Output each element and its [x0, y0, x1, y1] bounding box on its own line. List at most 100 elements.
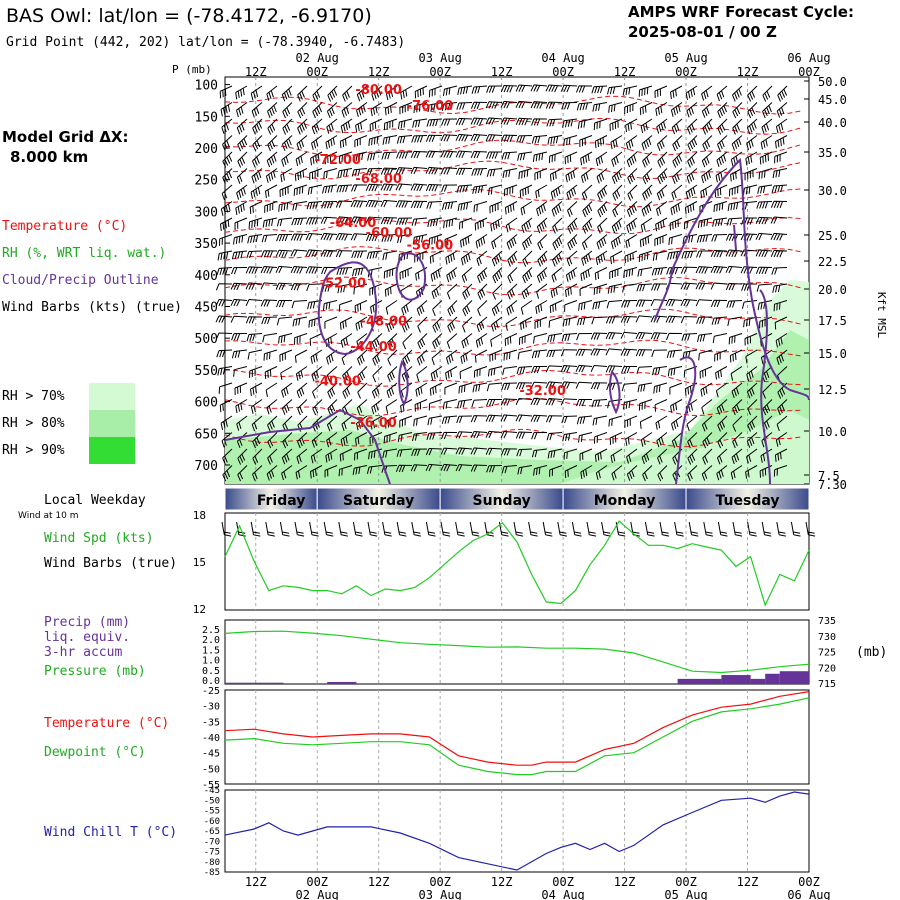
surface-wind-barb: [265, 521, 275, 537]
rh-70-label: RH > 70%: [2, 389, 65, 404]
wind-barb: [641, 135, 653, 151]
temperature-contour-label: -76.00: [407, 99, 454, 114]
wind-barb: [521, 283, 533, 300]
wind-barb: [382, 135, 398, 145]
wind-barb: [230, 315, 248, 323]
wind-barb: [236, 102, 248, 118]
wind-barb: [366, 168, 383, 176]
wind-barb: [295, 366, 308, 381]
wind-barb: [607, 85, 623, 95]
wind-barb: [670, 201, 683, 216]
legend-temperature: Temperature (°C): [2, 219, 127, 234]
wind-barb: [221, 432, 233, 448]
wind-barb: [635, 349, 653, 357]
wind-barb: [519, 184, 533, 198]
rh-80-swatch: [89, 410, 135, 437]
wind-barb: [470, 150, 488, 159]
temperature-contour-label: -44.00: [350, 340, 397, 355]
wind-barb: [215, 332, 233, 340]
wind-barb: [549, 465, 563, 477]
wind-barb: [591, 316, 608, 325]
wind-barb: [231, 333, 248, 341]
wind-barb: [716, 85, 728, 102]
wind-barb: [758, 168, 773, 180]
wind-barb: [715, 168, 728, 183]
windchill-tick-label: -50: [204, 796, 220, 806]
wind-barb: [485, 117, 503, 125]
wind-barb: [395, 464, 413, 473]
temperature-contour: [224, 246, 802, 264]
wind-barb: [455, 167, 473, 175]
wind-barb: [605, 365, 623, 373]
wind-barb: [351, 168, 368, 177]
wind-barb: [280, 168, 293, 183]
pressure-tick-label: 725: [818, 648, 836, 659]
wind-barb: [492, 283, 503, 300]
wind-barb: [326, 432, 338, 448]
wind-barb: [267, 415, 278, 432]
wind-barb: [341, 102, 353, 118]
wind-barb: [545, 101, 563, 109]
kft-tick-label: 40.0: [818, 116, 847, 130]
wind-barb: [371, 382, 383, 399]
wind-barb: [531, 448, 548, 458]
wind-barb: [410, 464, 428, 472]
wind-barb: [355, 432, 368, 446]
wind-barb: [606, 382, 623, 391]
wind-barb: [740, 266, 758, 274]
wind-barb: [440, 134, 458, 142]
wind-barb: [731, 448, 743, 465]
temperature-contour-label: -60.00: [366, 226, 413, 241]
pressure-unit-label: (mb): [856, 645, 887, 660]
wind-barb: [501, 151, 518, 160]
weekday-label: Monday: [594, 493, 656, 509]
wind-barb: [576, 102, 593, 111]
station-title: BAS Owl: lat/lon = (-78.4172, -6.9170): [6, 5, 372, 27]
wind-barb: [293, 184, 308, 196]
wind-barb: [417, 316, 428, 333]
surface-wind-barb: [469, 521, 480, 537]
wind-barb: [486, 465, 503, 473]
rh-area: [560, 410, 809, 484]
model-grid-label: Model Grid ΔX:: [2, 128, 129, 146]
wind-barb: [717, 118, 728, 135]
wind-barb: [230, 298, 248, 307]
wind-barb: [262, 333, 278, 343]
wind-barb: [261, 316, 278, 325]
wind-barb: [515, 84, 533, 93]
wind-barb: [715, 382, 728, 398]
surface-wind-barb: [571, 521, 582, 537]
wind-barb: [441, 415, 458, 425]
wind-barb: [382, 250, 398, 261]
wind-barb: [565, 168, 578, 183]
wind-barb-field: [215, 84, 788, 482]
wind-barb: [425, 448, 443, 456]
wind-barb: [576, 399, 592, 407]
wind-barb: [697, 333, 713, 343]
surface-wind-barb: [455, 521, 465, 537]
wind-barb: [311, 118, 323, 135]
wind-barb: [387, 366, 398, 383]
wind-barb: [415, 382, 428, 397]
wind-barb: [485, 134, 503, 142]
wind-barb: [622, 85, 638, 96]
wind-barb: [456, 415, 473, 424]
wind-barb: [582, 201, 593, 218]
wind-barb: [665, 315, 683, 324]
wind-barb: [670, 102, 683, 117]
cloud-outline: [654, 157, 810, 401]
wind-barb: [427, 415, 443, 426]
wind-barb: [486, 151, 502, 159]
wind-barb: [386, 316, 398, 333]
wind-barb: [278, 201, 293, 212]
wind-barb: [251, 168, 263, 184]
bottom-date-label: 06 Aug: [787, 888, 830, 900]
wind-barb: [500, 117, 518, 126]
wind-barb: [684, 201, 698, 215]
wind-barb: [530, 414, 548, 423]
surface-wind-barb: [528, 521, 538, 537]
wind-barb: [264, 201, 278, 213]
wind-barb: [297, 432, 308, 449]
panel-frame: [224, 789, 810, 873]
wind-barb: [654, 234, 668, 247]
